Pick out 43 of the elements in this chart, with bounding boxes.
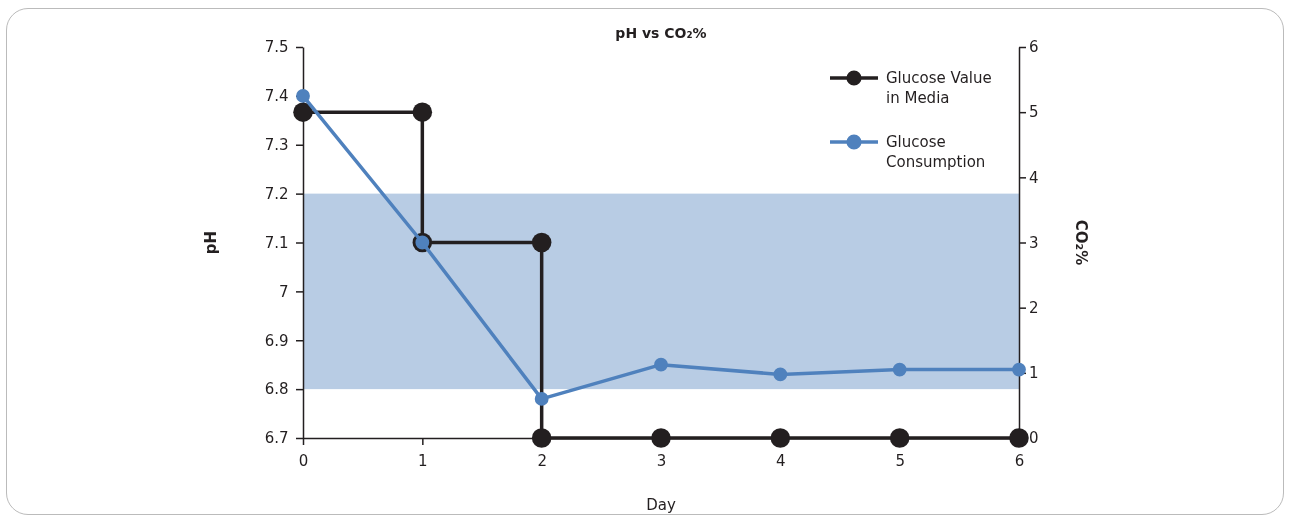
y-tick-label: 6.7 — [264, 429, 289, 448]
y-axis-title: pH — [202, 230, 220, 255]
y2-axis-title: CO₂% — [1072, 219, 1090, 266]
x-axis-title: Day — [646, 496, 676, 514]
point — [1012, 362, 1026, 377]
y-tick-label: 7.3 — [264, 136, 289, 155]
y2-tick-label: 0 — [1029, 429, 1039, 448]
x-tick-label: 5 — [895, 452, 905, 470]
y2-tick-label: 2 — [1029, 298, 1039, 317]
point — [293, 102, 313, 122]
point — [1009, 428, 1029, 448]
point — [889, 428, 910, 448]
point — [654, 357, 668, 372]
point — [534, 392, 549, 406]
y2-tick-label: 5 — [1029, 103, 1039, 122]
y-tick-label: 6.8 — [264, 380, 289, 399]
x-tick-label: 1 — [418, 452, 428, 470]
chart-title: pH vs CO₂% — [615, 25, 707, 41]
y2-tick-label: 1 — [1029, 364, 1039, 383]
x-tick-label: 6 — [1014, 452, 1025, 470]
point — [892, 362, 907, 377]
x-tick-label: 2 — [537, 452, 547, 470]
point — [412, 102, 433, 122]
point — [296, 88, 310, 103]
y-tick-label: 6.9 — [264, 331, 289, 350]
x-tick-label: 3 — [656, 452, 667, 470]
y2-tick-label: 6 — [1029, 38, 1039, 57]
y2-tick-label: 4 — [1029, 168, 1039, 187]
point — [531, 232, 552, 253]
y-tick-label: 7.5 — [264, 38, 289, 57]
y-tick-label: 7.2 — [264, 184, 289, 203]
y-tick-label: 7.4 — [264, 87, 289, 106]
point — [651, 428, 671, 448]
x-tick-label: 4 — [776, 452, 786, 470]
legend-label: Glucose Value in Media — [886, 69, 992, 107]
point — [773, 367, 788, 382]
point — [531, 428, 552, 448]
legend-label: Glucose Consumption — [886, 133, 986, 171]
y-tick-label: 7.1 — [264, 233, 289, 252]
y-tick-label: 7 — [278, 282, 289, 301]
x-tick-label: 0 — [298, 452, 309, 470]
point — [770, 428, 791, 448]
y2-tick-label: 3 — [1029, 233, 1039, 252]
